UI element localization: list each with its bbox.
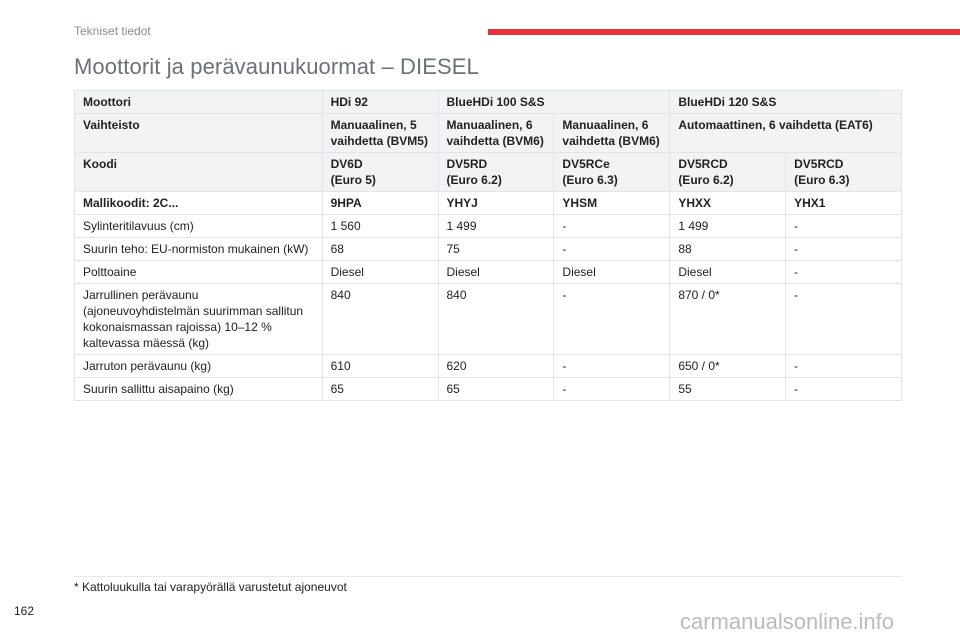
value-cell: Diesel: [437, 260, 555, 284]
value-cell: 75: [437, 237, 555, 261]
table-row: Suurin sallittu aisapaino (kg) 65 65-55-: [74, 377, 902, 401]
row-label-cell: Koodi: [74, 152, 323, 192]
value-cell: -: [785, 260, 902, 284]
row-label-cell: Suurin sallittu aisapaino (kg): [74, 377, 323, 401]
table-row: Moottori HDi 92 BlueHDi 100 S&S BlueHDi 120…: [74, 90, 902, 114]
value-cell: 620: [437, 354, 555, 378]
value-cell: 55: [669, 377, 787, 401]
row-label-cell: Polttoaine: [74, 260, 323, 284]
value-cell: Manuaalinen, 6 vaihdetta (BVM6): [437, 113, 555, 153]
value-cell: 840: [437, 283, 555, 355]
value-cell: DV5RCe (Euro 6.3): [553, 152, 671, 192]
row-label-cell: Sylinteritilavuus (cm): [74, 214, 323, 238]
value-cell: -: [785, 377, 902, 401]
value-cell: DV6D (Euro 5): [321, 152, 439, 192]
row-label-cell: Mallikoodit: 2C...: [74, 191, 323, 215]
row-label-cell: Vaihteisto: [74, 113, 323, 153]
table-row: Koodi DV6D (Euro 5) DV5RD (Euro 6.2) DV5RCe…: [74, 152, 902, 192]
value-cell: 65: [437, 377, 555, 401]
table-row: Suurin teho: EU-normiston mukainen (kW) 6…: [74, 237, 902, 261]
value-cell: Diesel: [321, 260, 439, 284]
value-cell: 870 / 0*: [669, 283, 787, 355]
table-row: Sylinteritilavuus (cm) 1 560 1 499-1 499-: [74, 214, 902, 238]
value-cell: 610: [321, 354, 439, 378]
value-cell: BlueHDi 100 S&S: [437, 90, 671, 114]
value-cell: YHYJ: [437, 191, 555, 215]
value-cell: 65: [321, 377, 439, 401]
value-cell: DV5RCD (Euro 6.2): [669, 152, 787, 192]
value-cell: -: [553, 377, 671, 401]
watermark: carmanualsonline.info: [680, 609, 895, 634]
page-number: 162: [14, 604, 35, 618]
value-cell: 9HPA: [321, 191, 439, 215]
value-cell: -: [785, 214, 902, 238]
row-label-cell: Suurin teho: EU-normiston mukainen (kW): [74, 237, 323, 261]
value-cell: YHX1: [785, 191, 902, 215]
table-row: Polttoaine Diesel Diesel Diesel Diesel -: [74, 260, 902, 284]
value-cell: -: [553, 237, 671, 261]
value-cell: BlueHDi 120 S&S: [669, 90, 902, 114]
value-cell: Manuaalinen, 6 vaihdetta (BVM6): [553, 113, 671, 153]
value-cell: 88: [669, 237, 787, 261]
row-label-cell: Jarrullinen perävaunu (ajoneuvoyhdistelm…: [74, 283, 323, 355]
value-cell: -: [785, 283, 902, 355]
value-cell: 68: [321, 237, 439, 261]
value-cell: YHXX: [669, 191, 787, 215]
table-row: Jarruton perävaunu (kg) 610 620-650 / 0* -: [74, 354, 902, 378]
value-cell: DV5RD (Euro 6.2): [437, 152, 555, 192]
value-cell: -: [553, 214, 671, 238]
value-cell: -: [785, 237, 902, 261]
engine-spec-table: Moottori HDi 92 BlueHDi 100 S&S BlueHDi 120…: [74, 90, 902, 401]
section-accent-bar: [488, 29, 960, 35]
value-cell: Diesel: [553, 260, 671, 284]
value-cell: Automaattinen, 6 vaihdetta (EAT6): [669, 113, 902, 153]
value-cell: -: [553, 354, 671, 378]
row-label-cell: Moottori: [74, 90, 323, 114]
value-cell: 1 560: [321, 214, 439, 238]
value-cell: 1 499: [669, 214, 787, 238]
footnote: * Kattoluukulla tai varapyörällä varuste…: [74, 580, 347, 594]
value-cell: 1 499: [437, 214, 555, 238]
value-cell: Manuaalinen, 5 vaihdetta (BVM5): [321, 113, 439, 153]
value-cell: 840: [321, 283, 439, 355]
value-cell: 650 / 0*: [669, 354, 787, 378]
engine-spec-table-body: Moottori HDi 92 BlueHDi 100 S&S BlueHDi 120…: [74, 90, 902, 401]
table-row: Jarrullinen perävaunu (ajoneuvoyhdistelm…: [74, 283, 902, 355]
table-row: Vaihteisto Manuaalinen, 5 vaihdetta (BVM5…: [74, 113, 902, 153]
row-label-cell: Jarruton perävaunu (kg): [74, 354, 323, 378]
table-row: Mallikoodit: 2C... 9HPA YHYJ YHSM YHXX YHX1: [74, 191, 902, 215]
section-label: Tekniset tiedot: [74, 24, 151, 38]
page-title: Moottorit ja perävaunukuormat – DIESEL: [74, 54, 479, 79]
value-cell: YHSM: [553, 191, 671, 215]
value-cell: -: [785, 354, 902, 378]
footnote-divider: [74, 576, 902, 577]
value-cell: Diesel: [669, 260, 787, 284]
value-cell: DV5RCD (Euro 6.3): [785, 152, 902, 192]
value-cell: -: [553, 283, 671, 355]
value-cell: HDi 92: [321, 90, 439, 114]
